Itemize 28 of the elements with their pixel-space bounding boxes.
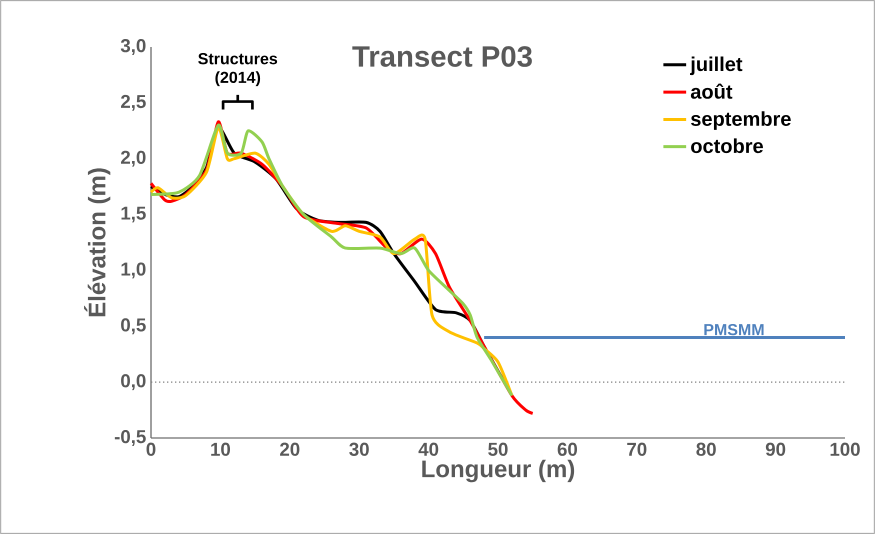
y-tick-label: 3,0: [120, 39, 146, 55]
y-tick-label: -0,5: [114, 430, 146, 446]
x-tick-label: 50: [488, 442, 508, 456]
legend-label: août: [690, 84, 732, 99]
x-tick-label: 40: [418, 442, 438, 456]
chart-title: Transect P03: [352, 46, 532, 67]
x-tick-label: 100: [830, 442, 860, 456]
x-tick-label: 0: [146, 442, 156, 456]
x-tick-label: 80: [696, 442, 716, 456]
y-tick-label: 0,0: [121, 374, 146, 390]
legend-label: septembre: [691, 111, 791, 130]
x-tick-label: 10: [211, 442, 230, 456]
y-tick-label: 0,5: [121, 318, 146, 334]
y-tick-label: 2,5: [120, 94, 146, 111]
x-axis-title: Longueur (m): [422, 460, 574, 482]
legend-label: juillet: [690, 56, 742, 76]
legend-label: octobre: [691, 138, 763, 154]
series-label: PMSMM: [704, 324, 764, 336]
x-tick-label: 30: [349, 442, 369, 456]
annotation: Structures (2014): [198, 53, 278, 86]
x-tick-label: 20: [280, 442, 300, 456]
x-tick-label: 60: [558, 442, 578, 456]
y-tick-label: 1,0: [122, 262, 146, 278]
y-tick-label: 1,5: [122, 206, 146, 222]
y-tick-label: 2,0: [120, 150, 146, 167]
x-tick-label: 70: [627, 442, 646, 456]
y-axis-title: Élévation (m): [84, 168, 110, 316]
x-tick-label: 90: [766, 442, 786, 456]
